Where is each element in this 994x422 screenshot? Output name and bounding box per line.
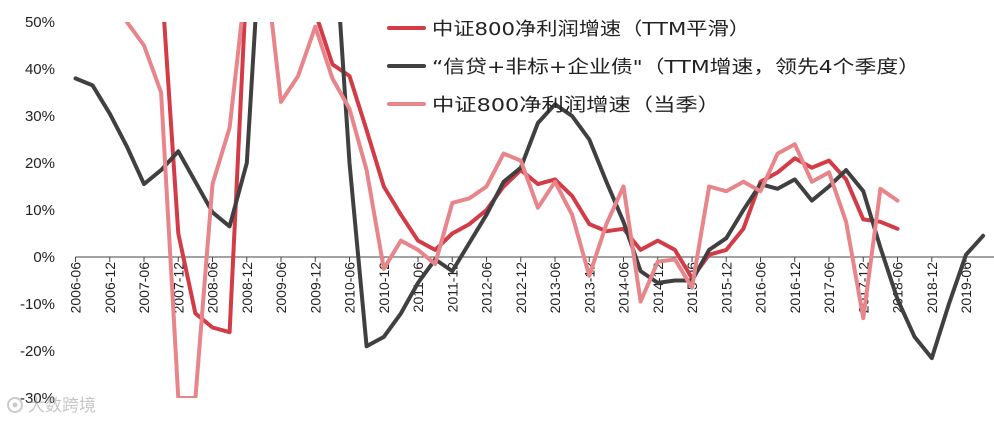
x-tick-label: 2016-06: [753, 262, 769, 314]
y-tick-label: 40%: [25, 61, 55, 78]
x-tick-label: 2013-12: [581, 262, 597, 314]
y-tick-label: -20%: [20, 343, 55, 360]
x-tick-label: 2010-12: [376, 262, 392, 314]
logo-icon: [7, 397, 23, 413]
series-line-3: [124, 22, 900, 398]
y-tick-label: 0%: [33, 249, 55, 266]
x-tick-label: 2006-06: [68, 262, 84, 314]
y-tick-label: -30%: [20, 390, 55, 407]
x-tick-label: 2015-12: [718, 262, 734, 314]
x-tick-label: 2013-06: [547, 262, 563, 314]
x-tick-label: 2008-06: [205, 262, 221, 314]
x-tick-label: 2014-12: [650, 262, 666, 314]
x-tick-label: 2009-12: [307, 262, 323, 314]
x-tick-label: 2010-06: [342, 262, 358, 314]
x-tick-label: 2017-06: [821, 262, 837, 314]
x-tick-label: 2014-06: [616, 262, 632, 314]
x-tick-label: 2006-12: [102, 262, 118, 314]
y-tick-label: -10%: [20, 296, 55, 313]
x-tick-label: 2011-06: [410, 262, 426, 313]
x-tick-label: 2012-06: [479, 262, 495, 314]
x-tick-label: 2018-12: [924, 262, 940, 314]
y-tick-label: 20%: [25, 155, 55, 172]
y-axis: -30% -20% -10% 0% 10% 20% 30% 40% 50%: [20, 14, 55, 407]
watermark-text: 大数跨境: [28, 396, 96, 416]
x-tick-label: 2019-06: [958, 262, 974, 314]
y-tick-label: 10%: [25, 202, 55, 219]
legend-label-3: 中证800净利润增速（当季）: [432, 95, 720, 116]
x-tick-label: 2007-06: [136, 262, 152, 314]
legend-label-2: “信贷+非标+企业债"（TTM增速，领先4个季度）: [432, 57, 920, 78]
legend-label-1: 中证800净利润增速（TTM平滑）: [432, 19, 750, 40]
y-tick-label: 30%: [25, 108, 55, 125]
legend: 中证800净利润增速（TTM平滑） “信贷+非标+企业债"（TTM增速，领先4个季…: [387, 19, 920, 116]
watermark: 大数跨境: [7, 396, 96, 416]
series-layer: [73, 22, 986, 398]
y-tick-label: 50%: [25, 14, 55, 31]
x-tick-label: 2008-12: [239, 262, 255, 314]
x-tick-label: 2012-12: [513, 262, 529, 314]
x-tick-label: 2009-06: [273, 262, 289, 314]
x-tick-label: 2011-12: [444, 262, 460, 313]
x-tick-label: 2016-12: [787, 262, 803, 314]
x-tick-label: 2018-06: [890, 262, 906, 314]
x-axis: 2006-06 2006-12 2007-06 2007-12 2008-06 2008-…: [68, 256, 994, 314]
